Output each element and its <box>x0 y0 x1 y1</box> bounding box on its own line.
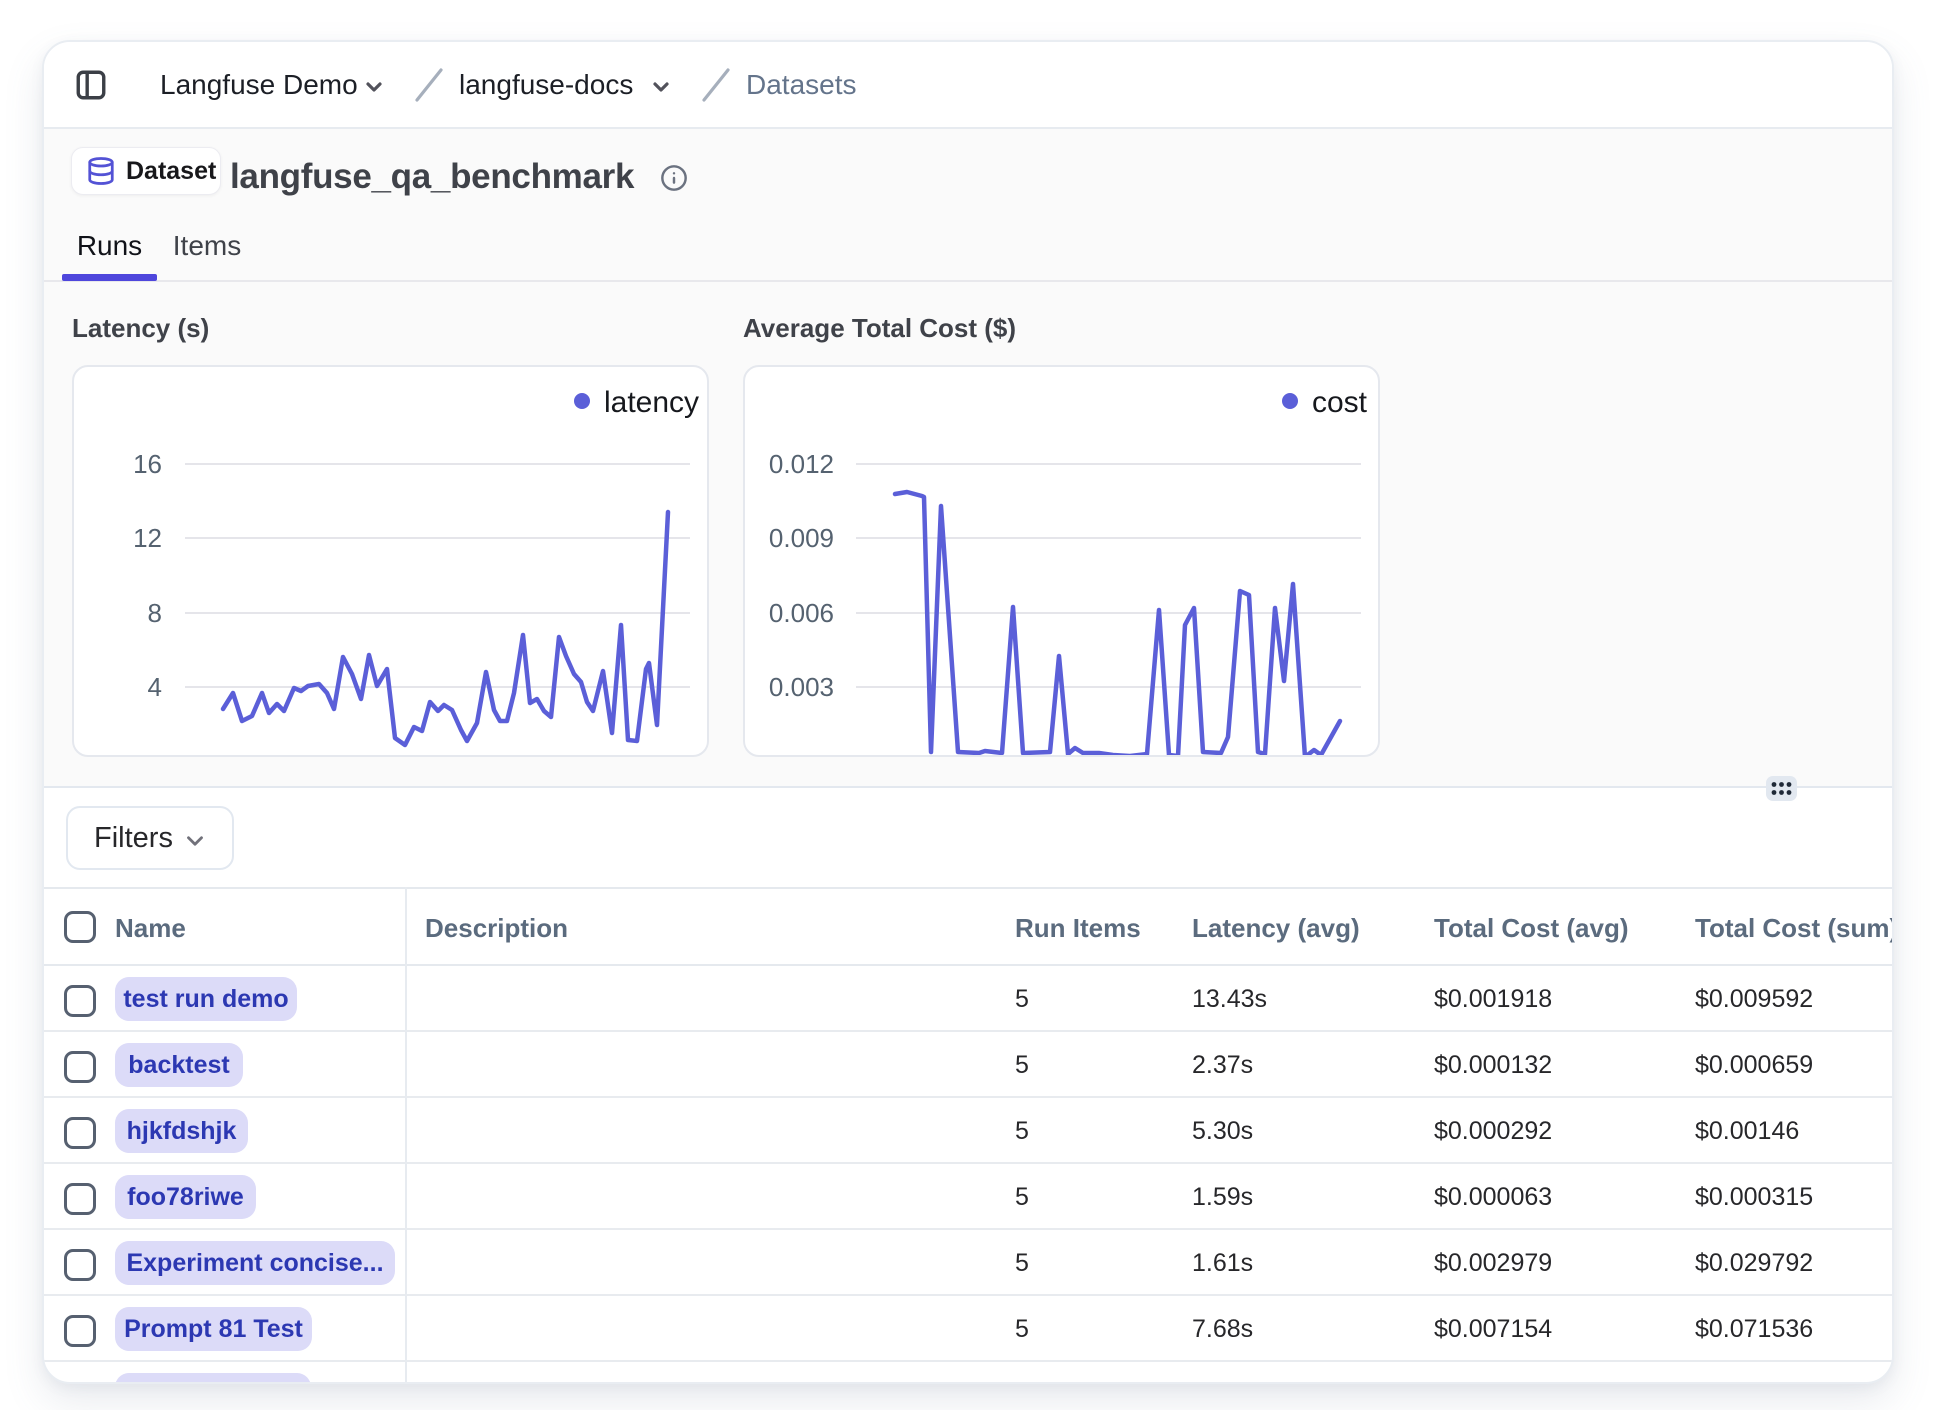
svg-text:0.006: 0.006 <box>769 598 834 628</box>
svg-text:cost: cost <box>1312 386 1368 419</box>
svg-text:16: 16 <box>133 449 162 479</box>
svg-text:0.003: 0.003 <box>769 672 834 702</box>
svg-text:latency: latency <box>604 386 699 419</box>
svg-text:0.012: 0.012 <box>769 449 834 479</box>
svg-text:12: 12 <box>133 523 162 553</box>
svg-text:4: 4 <box>148 672 162 702</box>
svg-text:8: 8 <box>148 598 162 628</box>
svg-text:0.009: 0.009 <box>769 523 834 553</box>
